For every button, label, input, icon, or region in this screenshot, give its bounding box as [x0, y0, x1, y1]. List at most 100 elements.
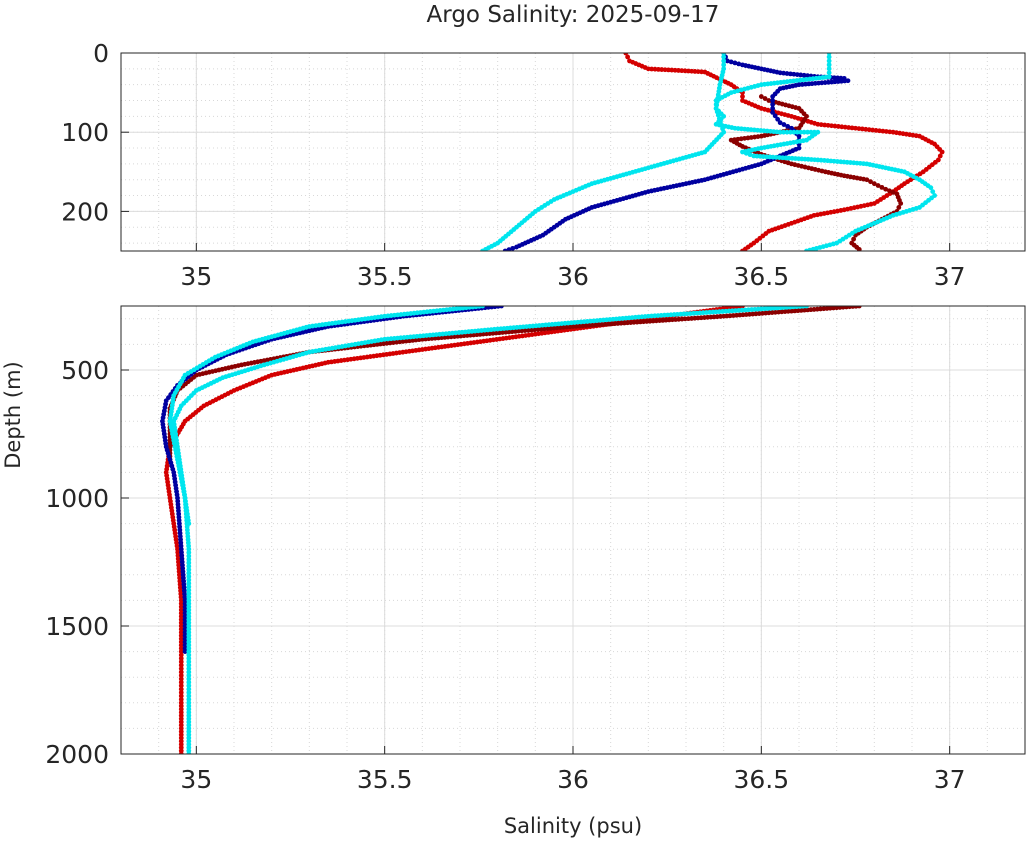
data-point-interp — [186, 591, 192, 596]
data-point-interp — [186, 560, 192, 566]
data-point-interp — [186, 574, 192, 579]
y-tick-label: 1500 — [45, 612, 109, 641]
data-point-interp — [798, 129, 804, 135]
data-point-interp — [826, 62, 832, 68]
data-point-interp — [178, 666, 184, 672]
data-point-interp — [896, 205, 902, 210]
data-point-interp — [186, 577, 192, 583]
data-point — [856, 247, 862, 251]
data-point-interp — [930, 189, 936, 195]
data-point-interp — [736, 61, 742, 67]
series-profile-red — [163, 306, 745, 754]
x-tick-label: 35.5 — [357, 262, 413, 291]
data-point — [758, 94, 764, 99]
data-point — [864, 177, 870, 183]
data-point — [939, 149, 945, 155]
y-axis-label: Depth (m) — [1, 361, 25, 468]
data-point-interp — [772, 113, 778, 119]
series-profile-cyan-2 — [167, 306, 485, 526]
data-point-interp — [625, 54, 631, 60]
data-point-interp — [178, 659, 184, 665]
data-point-interp — [186, 553, 192, 559]
axes-frame — [120, 52, 1026, 252]
data-point-interp — [770, 106, 776, 111]
data-point-interp — [805, 129, 810, 135]
data-point — [796, 133, 802, 139]
x-tick-label: 35 — [180, 262, 212, 291]
data-point — [186, 751, 192, 754]
data-point — [721, 53, 727, 56]
x-axis-label: Salinity (psu) — [504, 814, 642, 838]
data-point-interp — [879, 184, 885, 190]
data-point-interp — [781, 129, 786, 135]
data-point-interp — [178, 686, 184, 692]
data-point-interp — [186, 690, 192, 695]
data-point — [182, 649, 188, 654]
x-tick-label: 35.5 — [357, 765, 413, 794]
data-point-interp — [937, 153, 943, 159]
data-point-interp — [186, 580, 192, 586]
data-point-interp — [186, 550, 192, 556]
data-point-interp — [186, 693, 192, 699]
data-point — [502, 248, 508, 251]
data-point-interp — [186, 666, 192, 672]
data-point — [178, 649, 184, 654]
chart-title: Argo Salinity: 2025-09-17 — [427, 2, 720, 28]
data-point-interp — [747, 152, 753, 158]
data-point — [826, 58, 832, 64]
data-point-interp — [788, 129, 793, 135]
data-point — [514, 244, 519, 250]
data-point-interp — [826, 70, 832, 76]
data-point-interp — [721, 62, 727, 68]
data-point-interp — [851, 236, 857, 242]
data-point-interp — [186, 683, 192, 689]
data-point-interp — [770, 98, 776, 103]
data-point-interp — [186, 676, 192, 682]
y-tick-label: 2000 — [45, 740, 109, 769]
data-point-interp — [186, 584, 192, 590]
bottom-panel: 35 35.5 36 36.5 37 500 1000 1500 2000 — [45, 305, 1026, 794]
data-point-interp — [178, 690, 184, 695]
x-tick-label: 36 — [557, 765, 589, 794]
data-point-interp — [186, 659, 192, 665]
data-point-interp — [826, 54, 832, 60]
x-tick-label: 36 — [557, 262, 589, 291]
data-point-interp — [791, 129, 797, 135]
x-tick-label: 35 — [180, 765, 212, 794]
data-point — [178, 751, 184, 754]
data-point-interp — [186, 567, 192, 573]
data-point — [804, 248, 809, 251]
data-point-interp — [186, 673, 192, 678]
data-point — [777, 120, 783, 126]
data-point — [186, 521, 192, 526]
data-point-interp — [186, 679, 192, 685]
data-point-interp — [732, 60, 738, 66]
data-point — [186, 546, 192, 552]
axes-frame — [120, 305, 1026, 755]
x-tick-label: 36.5 — [733, 262, 789, 291]
data-point-interp — [785, 123, 791, 129]
data-point-interp — [775, 116, 781, 122]
data-point-interp — [781, 122, 787, 127]
data-point-interp — [178, 656, 184, 661]
data-point-interp — [178, 696, 184, 702]
data-point-interp — [794, 129, 800, 135]
data-point — [826, 66, 832, 72]
y-tick-label: 200 — [61, 197, 109, 226]
data-point-interp — [784, 129, 790, 135]
data-point — [770, 102, 776, 107]
y-tick-label: 500 — [61, 356, 109, 385]
data-point-interp — [740, 94, 745, 99]
data-point — [725, 58, 730, 64]
data-point — [871, 181, 877, 187]
y-tick-label: 100 — [61, 118, 109, 147]
data-point-interp — [178, 669, 184, 675]
data-point — [898, 201, 904, 206]
data-point-interp — [178, 683, 184, 689]
data-point — [186, 649, 192, 654]
data-point — [770, 110, 776, 115]
x-tick-label: 36.5 — [733, 765, 789, 794]
series-profile-navy — [502, 53, 851, 251]
top-panel: 35 35.5 36 36.5 37 0 100 200 — [61, 39, 1026, 291]
